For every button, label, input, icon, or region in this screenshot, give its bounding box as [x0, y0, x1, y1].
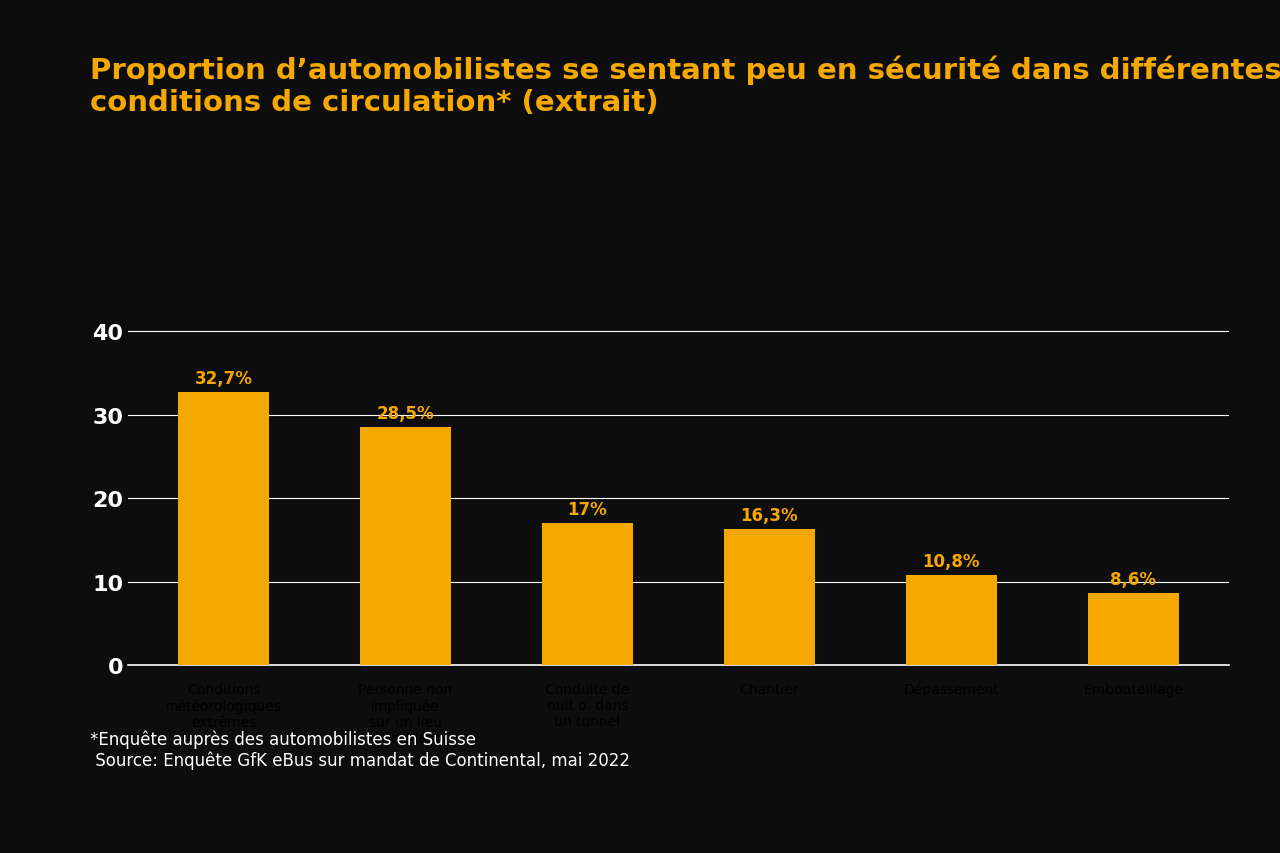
Bar — [360, 428, 451, 665]
Text: 16,3%: 16,3% — [741, 507, 799, 525]
Text: 10,8%: 10,8% — [923, 553, 980, 571]
Bar — [178, 393, 269, 665]
Text: Proportion d’automobilistes se sentant peu en sécurité dans différentes
conditio: Proportion d’automobilistes se sentant p… — [90, 55, 1280, 117]
Text: 8,6%: 8,6% — [1110, 571, 1156, 589]
Bar — [1088, 594, 1179, 665]
Bar — [541, 524, 632, 665]
Bar — [906, 576, 997, 665]
Text: *Enquête auprès des automobilistes en Suisse
 Source: Enquête GfK eBus sur manda: *Enquête auprès des automobilistes en Su… — [90, 729, 630, 769]
Text: 17%: 17% — [567, 501, 607, 519]
Text: 32,7%: 32,7% — [195, 370, 252, 388]
Text: 28,5%: 28,5% — [376, 405, 434, 423]
Bar — [724, 530, 815, 665]
